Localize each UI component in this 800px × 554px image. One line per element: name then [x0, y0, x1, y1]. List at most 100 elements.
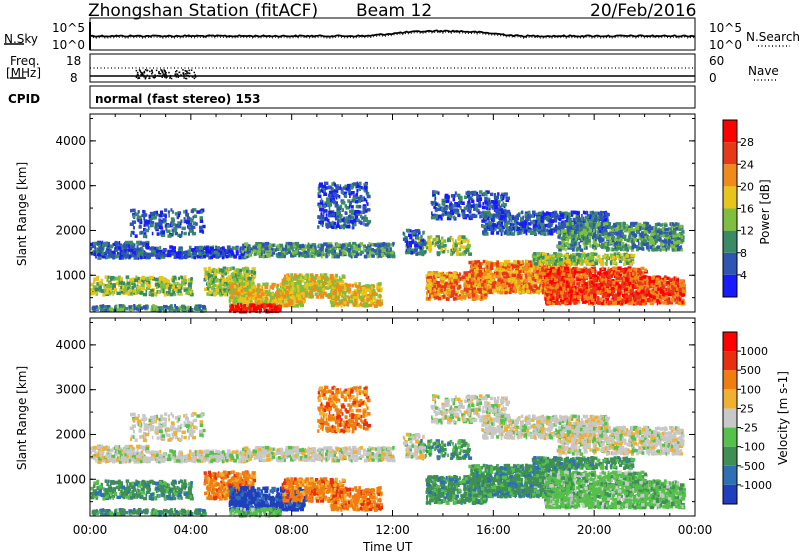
data-cell: [222, 246, 225, 250]
data-cell: [150, 224, 153, 228]
data-cell: [130, 234, 132, 238]
data-cell: [173, 279, 176, 283]
data-cell: [124, 249, 126, 253]
data-cell: [339, 286, 343, 290]
data-cell: [206, 253, 209, 256]
data-cell: [355, 200, 358, 204]
data-cell: [426, 297, 428, 301]
data-cell: [134, 279, 138, 283]
data-cell: [139, 219, 141, 223]
data-cell: [232, 266, 235, 270]
data-cell: [137, 254, 140, 258]
data-cell: [342, 291, 344, 295]
data-cell: [460, 290, 463, 294]
data-cell: [319, 277, 321, 281]
data-cell: [199, 226, 203, 230]
data-cell: [318, 204, 321, 208]
data-cell: [291, 282, 294, 286]
data-cell: [310, 254, 313, 258]
data-cell: [253, 246, 257, 250]
data-cell: [324, 209, 327, 213]
data-cell: [224, 293, 227, 297]
nave-point: [144, 72, 146, 74]
nave-point: [139, 70, 141, 72]
data-cell: [359, 182, 362, 186]
data-cell: [434, 293, 438, 297]
data-cell: [222, 291, 224, 295]
data-cell: [126, 275, 130, 279]
data-cell: [192, 252, 196, 256]
data-cell: [468, 294, 472, 298]
data-cell: [129, 255, 131, 259]
data-cell: [378, 250, 381, 254]
data-cell: [133, 289, 137, 293]
data-cell: [518, 290, 521, 294]
data-cell: [277, 244, 280, 248]
data-cell: [482, 290, 485, 294]
data-cell: [493, 263, 496, 267]
nave-point: [154, 74, 156, 76]
data-cell: [168, 291, 170, 295]
data-cell: [102, 293, 105, 297]
data-cell: [284, 303, 288, 307]
data-cell: [332, 200, 335, 204]
data-cell: [257, 284, 260, 288]
data-cell: [149, 276, 153, 280]
data-cell: [318, 287, 322, 291]
data-cell: [241, 289, 244, 293]
data-cell: [354, 299, 357, 303]
data-cell: [106, 279, 108, 283]
data-cell: [448, 291, 451, 295]
data-cell: [207, 273, 210, 277]
data-cell: [347, 248, 351, 252]
data-cell: [327, 295, 330, 299]
data-cell: [457, 296, 460, 300]
data-cell: [154, 278, 158, 282]
data-cell: [390, 247, 392, 251]
data-cell: [100, 305, 102, 309]
data-cell: [356, 193, 358, 197]
data-cell: [342, 253, 344, 257]
data-cell: [322, 281, 325, 285]
data-cell: [167, 254, 171, 258]
data-cell: [176, 306, 178, 310]
data-cell: [289, 291, 293, 295]
data-cell: [441, 289, 443, 293]
data-cell: [184, 275, 187, 279]
data-cell: [379, 295, 381, 299]
data-cell: [515, 281, 518, 285]
data-cell: [454, 275, 458, 279]
nave-point: [147, 70, 149, 72]
data-cell: [305, 244, 307, 248]
data-cell: [143, 235, 147, 239]
nave-point: [189, 76, 191, 78]
data-cell: [378, 244, 382, 248]
data-cell: [365, 302, 368, 306]
nave-point: [136, 70, 138, 72]
data-cell: [116, 292, 121, 296]
data-cell: [101, 289, 104, 293]
data-cell: [188, 249, 191, 253]
data-cell: [330, 292, 332, 296]
data-cell: [431, 272, 434, 276]
data-cell: [323, 242, 327, 246]
data-cell: [176, 255, 180, 259]
data-cell: [185, 213, 189, 217]
data-cell: [99, 247, 103, 251]
data-cell: [289, 302, 293, 306]
data-cell: [365, 284, 369, 288]
data-cell: [352, 226, 354, 230]
nave-point: [165, 74, 167, 76]
nave-point: [186, 75, 188, 77]
data-cell: [99, 281, 103, 285]
data-cell: [155, 247, 157, 251]
data-cell: [169, 307, 173, 311]
data-cell: [288, 242, 292, 246]
data-cell: [365, 223, 369, 227]
data-cell: [360, 215, 362, 219]
data-cell: [327, 284, 329, 288]
data-cell: [484, 279, 486, 283]
data-cell: [170, 208, 172, 212]
data-cell: [195, 222, 198, 226]
